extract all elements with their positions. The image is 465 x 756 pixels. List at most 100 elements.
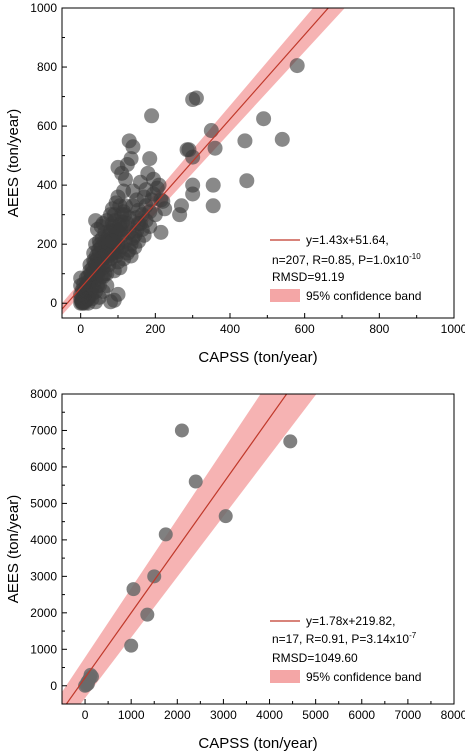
chart-1-point [74,289,90,305]
chart-1-point [207,140,223,156]
chart-1-point [144,108,160,124]
chart-1-point [289,58,305,74]
c1-regression-line [62,8,330,310]
c2-y-tick-label: 4000 [30,533,57,547]
chart-2-point [188,474,203,489]
chart-1-legend-rmsd: RMSD=91.19 [272,270,345,284]
chart-2-points [78,423,298,693]
chart-2-legend-band-swatch [270,670,300,683]
chart-1-point [93,218,109,234]
chart-1-points [73,58,305,311]
c2-x-tick-label: 4000 [256,708,283,722]
c1-y-tick-label: 200 [37,237,57,251]
c2-x-tick-label: 3000 [210,708,237,722]
chart-2-point [140,607,155,622]
chart-1-legend-exponent: -10 [409,252,421,261]
c1-x-tick-label: 200 [145,322,165,336]
chart-1-y-axis-label: AEES (ton/year) [5,109,22,217]
chart-1-point [274,131,290,147]
chart-1-point [142,204,158,220]
chart-1-point [153,224,169,240]
chart-2-legend-line2: n=17, R=0.91, P=3.14x10-7 [272,631,417,646]
c1-y-tick-label: 1000 [30,1,57,15]
chart-1-legend: y=1.43x+51.64, n=207, R=0.85, P=1.0x10-1… [270,233,421,303]
chart-2: 0 1000 2000 3000 4000 5000 6000 7000 8000 0 1000 2… [5,387,465,752]
c2-y-tick-label: 2000 [30,606,57,620]
c2-y-tick-label: 3000 [30,569,57,583]
chart-1-point [205,198,221,214]
chart-1-y-ticks: 0 200 400 600 800 1000 [30,1,67,310]
chart-2-legend-rmsd: RMSD=1049.60 [272,651,358,665]
chart-1-point [185,186,201,202]
chart-2-y-axis-label: AEES (ton/year) [5,495,22,603]
chart-1-point [149,180,165,196]
chart-2-legend-exponent: -7 [409,631,417,640]
c2-x-tick-label: 1000 [118,708,145,722]
c2-y-tick-label: 7000 [30,423,57,437]
chart-2-legend-band-label: 95% confidence band [306,670,421,684]
chart-2-fit-line [65,394,288,704]
c1-x-tick-label: 600 [295,322,315,336]
c2-x-tick-label: 0 [82,708,89,722]
chart-2-point [218,509,233,524]
chart-1-fit-line [62,8,330,310]
c1-x-tick-label: 800 [369,322,389,336]
chart-1-plot-frame [61,7,455,319]
chart-1-point [172,207,188,223]
chart-2-point [283,434,298,449]
c2-y-tick-label: 8000 [30,387,57,401]
chart-1-point [131,233,147,249]
chart-1: 0 200 400 600 800 1000 0 200 400 600 800 1000 CAPS… [5,1,465,366]
chart-2-point [147,569,162,584]
c2-x-tick-label: 8000 [441,708,465,722]
c1-x-tick-label: 1000 [441,322,465,336]
c2-x-tick-label: 2000 [164,708,191,722]
c2-y-tick-label: 5000 [30,496,57,510]
chart-2-point [174,423,189,438]
chart-2-y-ticks: 0 1000 2000 3000 4000 5000 6000 7000 8000 [30,387,67,693]
chart-1-point [237,133,253,149]
chart-1-point [157,201,173,217]
c2-x-tick-label: 5000 [302,708,329,722]
chart-1-point [256,111,272,127]
c1-y-tick-label: 800 [37,60,57,74]
c1-x-tick-label: 400 [220,322,240,336]
c2-regression-line [65,394,288,704]
chart-2-x-axis-label: CAPSS (ton/year) [198,735,317,752]
c2-y-tick-label: 6000 [30,460,57,474]
c2-band-polygon [62,394,317,704]
c2-y-tick-label: 0 [50,679,57,693]
chart-1-point [142,151,158,167]
c2-x-tick-label: 6000 [348,708,375,722]
chart-2-legend-line1: y=1.78x+219.82, [306,614,395,628]
c2-x-tick-label: 7000 [395,708,422,722]
chart-2-legend: y=1.78x+219.82, n=17, R=0.91, P=3.14x10-… [270,614,421,684]
c1-y-tick-label: 600 [37,119,57,133]
chart-1-legend-band-swatch [270,289,300,302]
chart-1-point [203,123,219,139]
chart-2-confidence-band [62,394,317,704]
c1-y-tick-label: 400 [37,178,57,192]
c1-x-tick-label: 0 [77,322,84,336]
chart-1-legend-line2: n=207, R=0.85, P=1.0x10-10 [272,252,421,267]
chart-1-point [205,177,221,193]
chart-1-legend-line1: y=1.43x+51.64, [306,233,389,247]
chart-1-point [110,159,126,175]
chart-1-point [185,149,201,165]
chart-1-legend-band-label: 95% confidence band [306,289,421,303]
chart-1-x-ticks: 0 200 400 600 800 1000 [77,313,465,336]
c2-y-tick-label: 1000 [30,642,57,656]
chart-1-x-axis-label: CAPSS (ton/year) [198,349,317,366]
chart-2-point [78,678,93,693]
chart-2-point [124,638,139,653]
chart-2-point [126,582,141,597]
chart-1-point [185,92,201,108]
chart-1-point [104,233,120,249]
c1-y-tick-label: 0 [50,296,57,310]
chart-1-point [239,173,255,189]
chart-1-legend-stats: n=207, R=0.85, P=1.0x10 [272,253,409,267]
chart-1-point [117,207,133,223]
chart-2-plot-frame [61,393,455,705]
chart-2-x-ticks: 0 1000 2000 3000 4000 5000 6000 7000 8000 [82,699,465,722]
